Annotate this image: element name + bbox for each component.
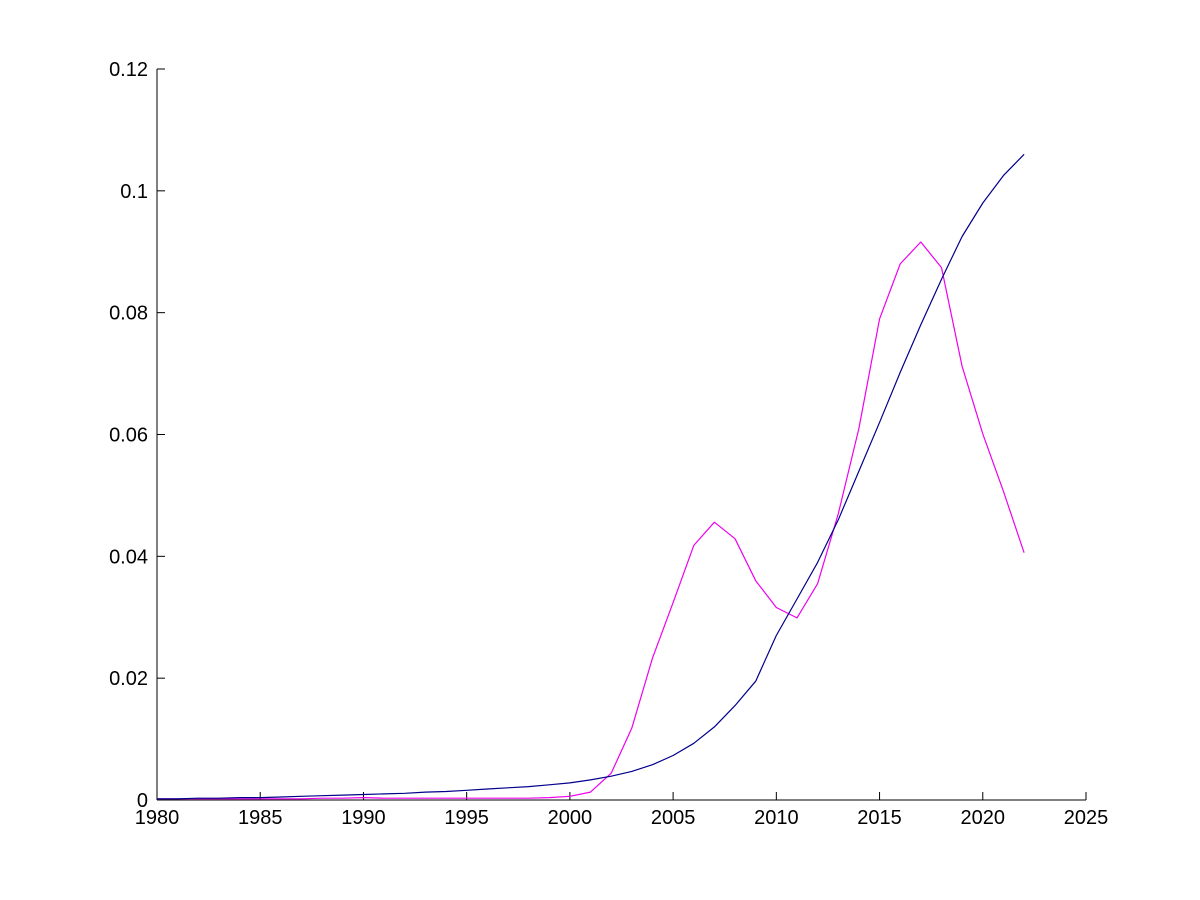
y-tick-label: 0.04	[109, 546, 148, 568]
x-tick-label: 2020	[961, 807, 1006, 829]
y-tick-label: 0.02	[109, 668, 148, 690]
y-tick-label: 0.12	[109, 59, 148, 81]
x-tick-label: 1985	[238, 807, 283, 829]
y-tick-label: 0.06	[109, 425, 148, 447]
x-tick-label: 2005	[651, 807, 696, 829]
x-tick-label: 2015	[857, 807, 902, 829]
series-line-magenta-jagged-series	[157, 241, 1025, 800]
x-tick-label: 2000	[548, 807, 593, 829]
series-line-navy-smooth-series	[157, 153, 1025, 800]
y-tick-label: 0	[137, 790, 148, 812]
y-tick-label: 0.1	[120, 181, 148, 203]
x-tick-label: 2010	[754, 807, 799, 829]
x-tick-label: 2025	[1064, 807, 1109, 829]
x-tick-label: 1980	[135, 807, 180, 829]
y-tick-label: 0.08	[109, 303, 148, 325]
x-tick-label: 1995	[444, 807, 489, 829]
x-tick-label: 1990	[341, 807, 386, 829]
